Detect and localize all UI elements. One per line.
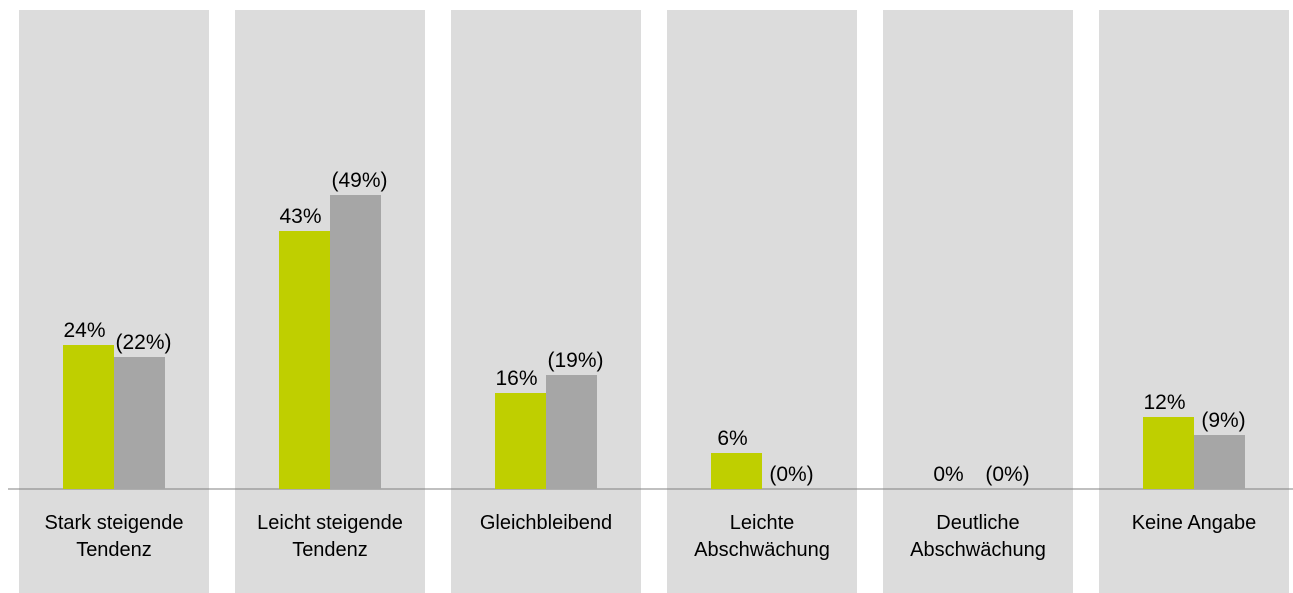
bar	[495, 393, 546, 489]
bar	[63, 345, 114, 489]
bar	[711, 453, 762, 489]
x-tick-label: Leichte Abschwächung	[694, 512, 830, 561]
x-tick-label: Deutliche Abschwächung	[910, 512, 1046, 561]
bar	[114, 357, 165, 489]
bar	[1143, 417, 1194, 489]
bar	[1194, 435, 1245, 489]
bar	[279, 231, 330, 489]
x-tick-label: Keine Angabe	[1131, 512, 1257, 534]
panel	[883, 10, 1073, 593]
data-label: (19%)	[547, 349, 603, 372]
data-label: (9%)	[1201, 409, 1245, 432]
bar	[546, 375, 597, 489]
bar	[330, 195, 381, 489]
x-tick-label: Stark steigende Tendenz	[44, 512, 184, 561]
data-label: 16%	[495, 367, 537, 390]
panel	[1099, 10, 1289, 593]
x-tick-label: Gleichbleibend	[479, 512, 613, 534]
data-label: (22%)	[115, 331, 171, 354]
panel	[667, 10, 857, 593]
panel	[451, 10, 641, 593]
data-label: (0%)	[769, 463, 813, 486]
data-label: 43%	[279, 205, 321, 228]
data-label: 24%	[63, 319, 105, 342]
x-tick-label: Leicht steigende Tendenz	[257, 512, 403, 561]
data-label: 0%	[933, 463, 963, 486]
data-label: 12%	[1143, 391, 1185, 414]
data-label: (49%)	[331, 169, 387, 192]
data-label: (0%)	[985, 463, 1029, 486]
panel	[19, 10, 209, 593]
data-label: 6%	[717, 427, 747, 450]
